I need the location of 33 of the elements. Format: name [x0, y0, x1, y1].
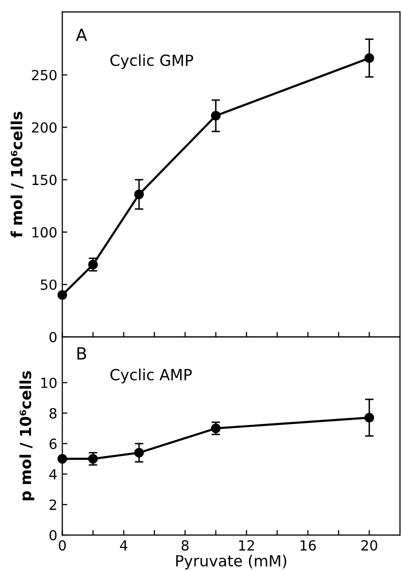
y-tick-label: 250: [32, 70, 57, 80]
point: [57, 454, 68, 464]
point: [134, 448, 144, 458]
y-tick-label: 0: [50, 332, 57, 342]
x-tick-label: 16: [300, 540, 316, 551]
point: [364, 53, 374, 63]
x-tick-label: 12: [239, 540, 254, 550]
point: [210, 110, 221, 121]
point: [364, 412, 374, 423]
x-tick-label: 8: [182, 540, 189, 551]
y-axis-title: f mol / 10⁶cells: [10, 112, 24, 238]
y-axis-title: p mol / 10⁶cells: [19, 371, 34, 500]
x-tick-label: 20: [361, 540, 378, 551]
y-tick-label: 0: [50, 530, 57, 540]
annotation: A: [76, 28, 88, 41]
y-tick-label: 8: [50, 408, 56, 419]
x-axis-title: Pyruvate (mM): [176, 554, 286, 570]
y-tick-label: 200: [32, 122, 57, 133]
y-tick-label: 4: [49, 469, 57, 480]
annotation: Cyclic AMP: [110, 368, 192, 384]
y-tick-label: 6: [50, 438, 57, 450]
y-tick-label: 150: [32, 174, 57, 186]
annotation: B: [77, 347, 86, 360]
point: [57, 290, 68, 300]
point: [134, 189, 144, 200]
y-tick-label: 2: [50, 500, 56, 510]
annotation: Cyclic GMP: [110, 54, 194, 70]
x-tick-label: 0: [58, 540, 66, 551]
x-tick-label: 4: [120, 540, 128, 550]
point: [88, 260, 98, 270]
y-tick-label: 10: [41, 378, 57, 388]
y-tick-label: 100: [32, 227, 57, 238]
y-tick-label: 50: [40, 279, 57, 290]
